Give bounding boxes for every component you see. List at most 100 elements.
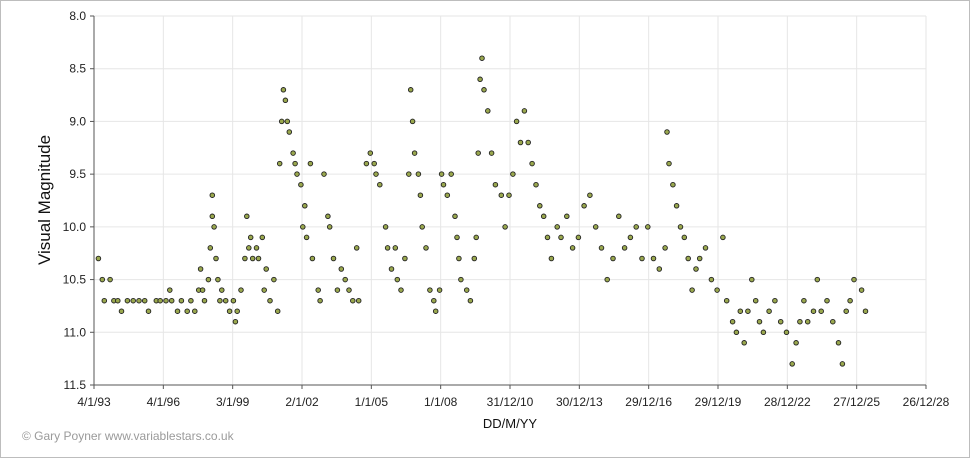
data-point: [492, 181, 499, 188]
data-point: [843, 308, 849, 314]
data-point: [244, 213, 250, 220]
data-point: [529, 160, 535, 167]
data-point: [205, 276, 212, 283]
data-point: [444, 192, 451, 198]
axes: [90, 15, 927, 389]
data-point: [326, 224, 333, 230]
data-point: [581, 203, 587, 209]
data-point: [136, 297, 142, 304]
data-point: [810, 308, 817, 314]
data-point: [475, 150, 481, 156]
data-point: [363, 160, 370, 167]
data-point: [801, 297, 807, 304]
data-point: [756, 318, 763, 325]
data-point: [95, 255, 102, 262]
data-point: [409, 118, 416, 125]
data-point: [423, 245, 429, 251]
data-point: [616, 213, 622, 220]
data-point: [575, 234, 582, 241]
data-point: [199, 287, 206, 293]
data-point: [510, 171, 516, 177]
data-point: [720, 234, 726, 241]
data-point: [847, 297, 853, 304]
data-point: [330, 255, 337, 262]
data-point: [456, 255, 462, 262]
data-point: [760, 329, 767, 336]
data-point: [274, 308, 281, 314]
data-point: [830, 318, 836, 325]
data-point: [752, 297, 759, 304]
data-point: [473, 234, 479, 241]
data-point: [438, 171, 445, 177]
data-point: [222, 297, 229, 304]
data-point: [723, 297, 730, 304]
data-point: [280, 87, 287, 93]
data-point: [130, 297, 136, 304]
data-point: [664, 129, 670, 135]
data-point: [263, 266, 269, 272]
data-point: [485, 108, 491, 114]
data-point: [431, 297, 437, 304]
data-point: [517, 139, 524, 146]
x-tick-label: 3/1/99: [216, 395, 250, 409]
data-point: [804, 318, 811, 325]
data-point: [267, 297, 273, 304]
data-point: [238, 287, 244, 293]
data-point: [226, 308, 233, 314]
data-point: [708, 276, 715, 283]
data-point: [282, 97, 289, 104]
data-point: [777, 318, 784, 325]
data-point: [184, 308, 190, 314]
data-point: [384, 245, 391, 251]
x-tick-label: 4/1/93: [77, 395, 111, 409]
data-point: [373, 171, 379, 177]
x-tick-label: 4/1/96: [147, 395, 181, 409]
data-point: [477, 76, 483, 83]
y-tick-label: 10.5: [63, 273, 87, 287]
data-point: [702, 245, 709, 251]
data-point: [317, 297, 323, 304]
data-point: [157, 297, 163, 304]
data-point: [797, 318, 803, 325]
x-tick-label: 26/12/28: [903, 395, 950, 409]
data-point: [261, 287, 267, 293]
data-point: [656, 266, 663, 272]
data-point: [681, 234, 688, 241]
data-point: [255, 255, 262, 262]
data-point: [639, 255, 645, 262]
data-point: [284, 118, 291, 125]
data-point: [118, 308, 125, 314]
data-point: [325, 213, 331, 220]
data-point: [197, 266, 204, 272]
data-point: [211, 224, 217, 230]
data-point: [544, 234, 551, 241]
data-point: [862, 308, 869, 314]
data-point: [714, 287, 720, 293]
data-point: [232, 318, 239, 325]
data-point: [371, 160, 377, 167]
y-tick-label: 10.0: [63, 220, 87, 234]
data-point: [733, 329, 740, 336]
data-point: [209, 213, 216, 220]
data-point: [419, 224, 425, 230]
data-point: [839, 361, 846, 367]
x-axis-title: DD/M/YY: [483, 416, 538, 431]
data-point: [286, 129, 293, 135]
data-point: [338, 266, 345, 272]
data-point: [276, 160, 283, 167]
data-point: [201, 297, 208, 304]
x-tick-label: 27/12/25: [833, 395, 880, 409]
data-point: [398, 287, 404, 293]
data-point: [814, 276, 821, 283]
data-point: [741, 340, 747, 346]
y-tick-label: 11.5: [64, 378, 87, 392]
data-point: [558, 234, 564, 241]
data-point: [633, 224, 639, 230]
data-point: [789, 361, 795, 367]
data-point: [670, 181, 676, 188]
data-point: [452, 213, 458, 220]
data-point: [321, 171, 327, 177]
x-tick-label: 1/1/08: [424, 395, 458, 409]
data-point: [307, 160, 314, 167]
data-point: [666, 160, 672, 167]
